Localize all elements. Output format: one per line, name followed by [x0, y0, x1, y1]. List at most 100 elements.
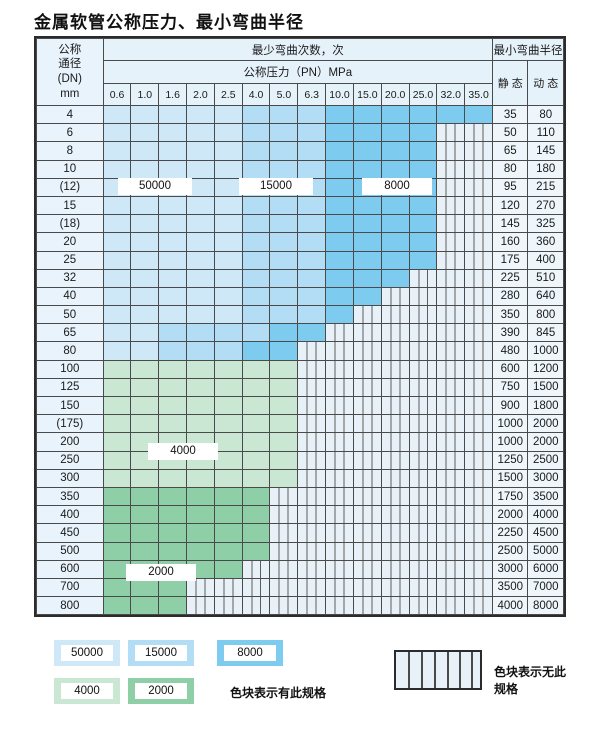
spec-cell — [186, 377, 215, 398]
spec-cell — [158, 341, 188, 361]
spec-cell — [130, 123, 160, 143]
spec-cell — [269, 323, 299, 343]
spec-cell — [325, 177, 354, 197]
spec-cell — [297, 414, 327, 434]
spec-cell — [158, 577, 188, 598]
row-dn-label: 500 — [36, 541, 104, 561]
spec-cell — [241, 159, 271, 179]
spec-cell — [102, 541, 132, 561]
radius-static-value: 160 — [492, 232, 529, 252]
table-row: 8 65 145 — [36, 141, 564, 161]
spec-cell — [269, 577, 299, 598]
spec-cell — [269, 123, 299, 143]
spec-cell — [380, 214, 410, 234]
spec-cell — [352, 232, 382, 252]
spec-cell — [297, 577, 327, 598]
spec-cell — [102, 505, 132, 525]
spec-cell — [186, 541, 215, 561]
radius-dynamic-value: 3000 — [527, 468, 564, 488]
table-row: 15 120 270 — [36, 195, 564, 216]
spec-cell — [102, 432, 132, 452]
spec-cell — [352, 359, 382, 379]
spec-cell — [380, 341, 410, 361]
spec-cell — [213, 541, 243, 561]
spec-cell — [130, 323, 160, 343]
pressure-col-header-0: 0.6 — [102, 83, 132, 106]
spec-cell — [130, 577, 160, 598]
radius-dynamic-value: 845 — [527, 323, 564, 343]
spec-cell — [241, 486, 271, 507]
spec-cell — [380, 450, 410, 470]
row-dn-label: 250 — [36, 450, 104, 470]
spec-cell — [464, 104, 494, 125]
spec-cell — [213, 414, 243, 434]
spec-cell — [352, 596, 382, 616]
radius-dynamic-value: 180 — [527, 159, 564, 179]
legend-swatch-15000: 15000 — [128, 640, 194, 666]
spec-cell — [325, 123, 354, 143]
spec-cell — [158, 104, 188, 125]
spec-cell — [241, 123, 271, 143]
spec-cell — [130, 305, 160, 325]
row-dn-label: 20 — [36, 232, 104, 252]
spec-cell — [408, 232, 438, 252]
spec-cell — [436, 432, 466, 452]
radius-dynamic-value: 2000 — [527, 432, 564, 452]
spec-cell — [102, 250, 132, 270]
spec-cell — [464, 432, 494, 452]
spec-cell — [297, 305, 327, 325]
spec-cell — [186, 414, 215, 434]
spec-cell — [436, 486, 466, 507]
spec-cell — [297, 395, 327, 416]
spec-cell — [380, 468, 410, 488]
radius-static-value: 80 — [492, 159, 529, 179]
spec-cell — [213, 450, 243, 470]
spec-cell — [130, 232, 160, 252]
pressure-col-header-7: 6.3 — [297, 83, 327, 106]
dn-line-3: (DN) — [57, 73, 82, 85]
radius-dynamic-value: 360 — [527, 232, 564, 252]
spec-cell — [102, 377, 132, 398]
row-dn-label: (12) — [36, 177, 104, 197]
spec-cell — [130, 414, 160, 434]
spec-table-container: 公称 通径 (DN) mm 最少弯曲次数，次 最小弯曲半径 公称压力（PN）MP… — [34, 36, 566, 618]
spec-cell — [297, 323, 327, 343]
spec-cell — [408, 523, 438, 543]
spec-cell — [186, 268, 215, 288]
spec-cell — [464, 414, 494, 434]
spec-cell — [269, 286, 299, 307]
spec-cell — [464, 305, 494, 325]
spec-cell — [325, 268, 354, 288]
spec-cell — [158, 596, 188, 616]
table-row: 100 600 1200 — [36, 359, 564, 379]
spec-cell — [436, 104, 466, 125]
pressure-col-header-4: 2.5 — [213, 83, 243, 106]
spec-cell — [352, 159, 382, 179]
spec-cell — [380, 505, 410, 525]
dn-header-cell: 公称 通径 (DN) mm — [36, 38, 104, 106]
spec-cell — [352, 541, 382, 561]
spec-cell — [130, 377, 160, 398]
spec-cell — [436, 305, 466, 325]
row-dn-label: 125 — [36, 377, 104, 398]
spec-cell — [464, 359, 494, 379]
radius-static-value: 2000 — [492, 505, 529, 525]
spec-cell — [158, 286, 188, 307]
bend-count-header: 最少弯曲次数，次 — [102, 38, 494, 61]
spec-cell — [213, 323, 243, 343]
spec-cell — [325, 159, 354, 179]
spec-cell — [352, 123, 382, 143]
spec-cell — [464, 159, 494, 179]
spec-cell — [241, 141, 271, 161]
legend-swatch-label: 2000 — [135, 683, 187, 699]
radius-dynamic-value: 4500 — [527, 523, 564, 543]
spec-cell — [436, 159, 466, 179]
row-dn-label: 4 — [36, 104, 104, 125]
spec-cell — [408, 323, 438, 343]
spec-cell — [297, 359, 327, 379]
spec-cell — [269, 195, 299, 216]
spec-cell — [352, 286, 382, 307]
legend-swatch-label: 8000 — [224, 645, 276, 661]
spec-cell — [158, 468, 188, 488]
